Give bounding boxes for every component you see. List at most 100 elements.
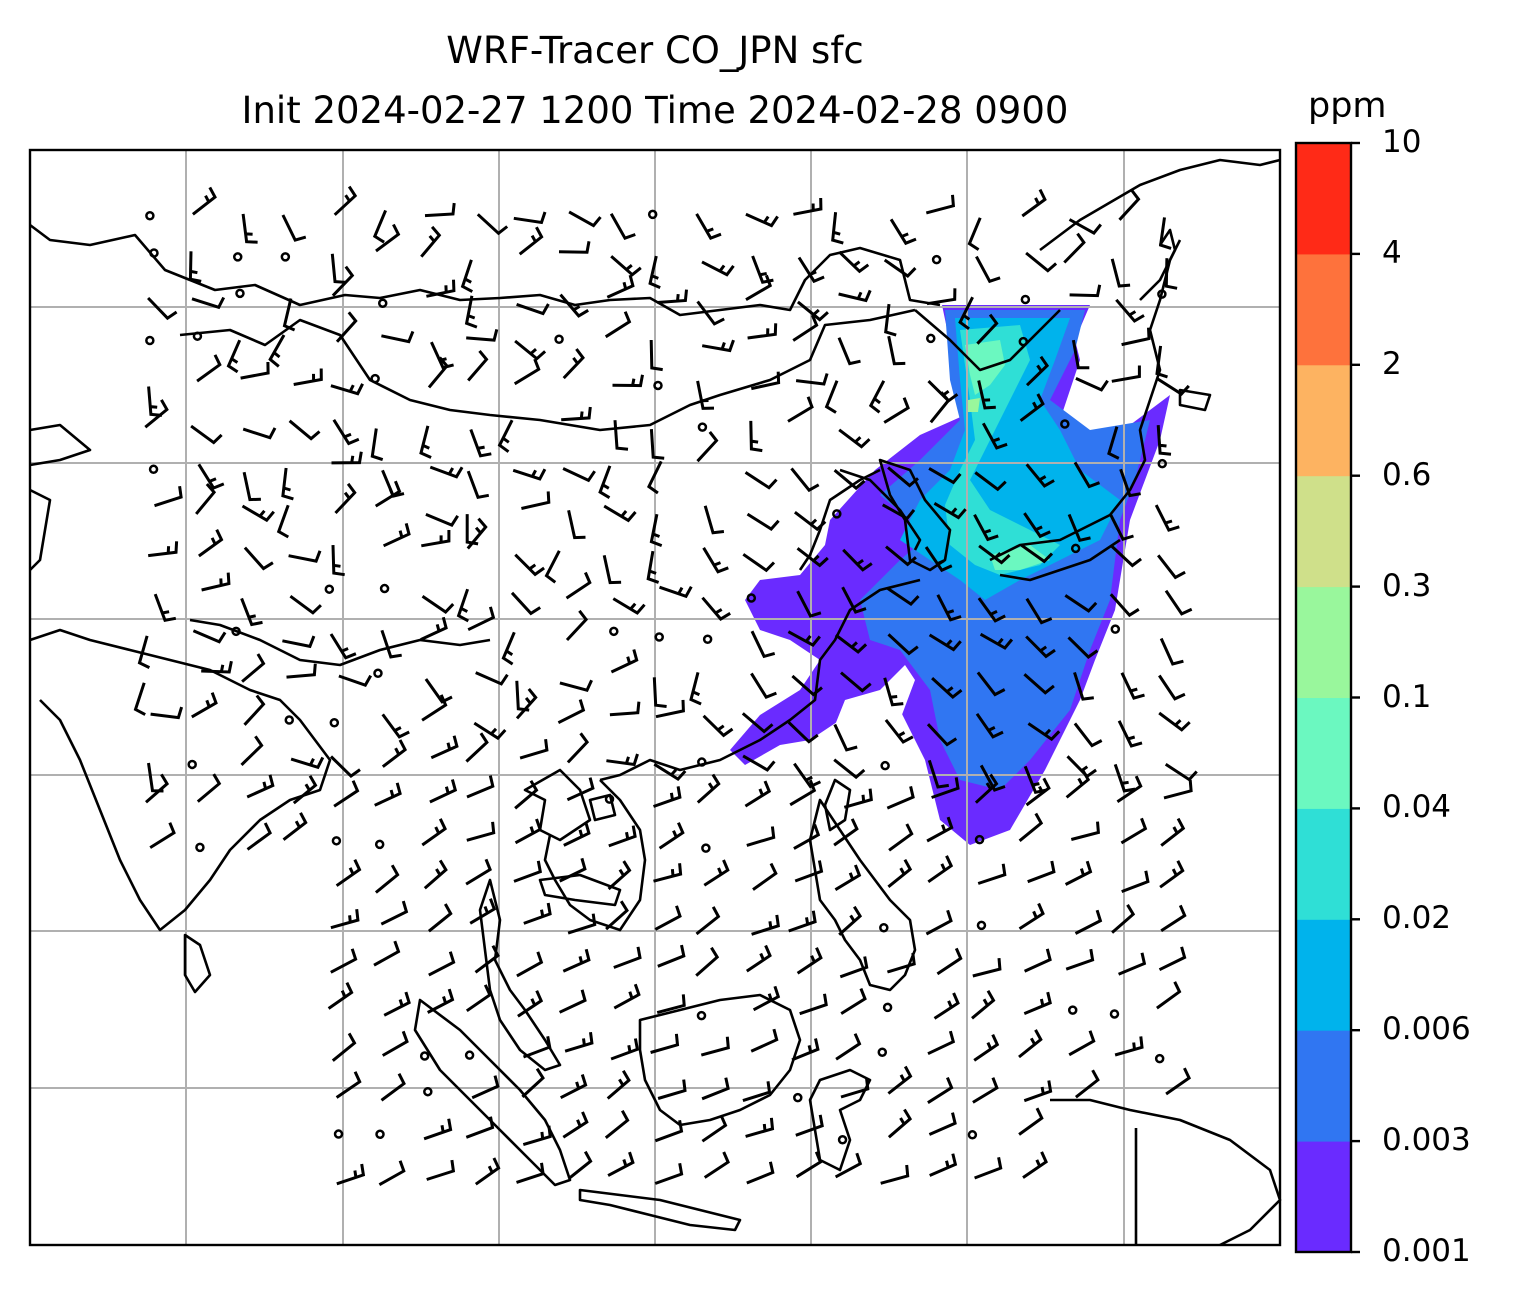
wind-barb [834, 1152, 863, 1179]
wind-barb [523, 902, 552, 925]
wind-barb [742, 1081, 772, 1103]
wind-barb [745, 1117, 775, 1138]
wind-barb [888, 823, 914, 852]
wind-barb [701, 339, 735, 353]
wind-barb [378, 1160, 406, 1187]
wind-barb [512, 468, 547, 481]
wind-barb [1158, 674, 1186, 701]
calm-wind-marker [1157, 289, 1167, 299]
colorbar-tick-label: 0.02 [1382, 900, 1452, 937]
wind-barb [137, 635, 151, 669]
wind-barb [742, 754, 776, 772]
calm-wind-marker [1154, 1053, 1165, 1064]
wind-barb [602, 554, 622, 585]
wind-barb [1065, 769, 1091, 799]
wind-barb [329, 633, 357, 660]
co-plume [730, 305, 1170, 845]
wind-barb [928, 1112, 957, 1136]
wind-barb [465, 732, 489, 763]
wind-barb [514, 339, 547, 361]
wind-barb [427, 988, 455, 1014]
wind-barb [559, 293, 589, 318]
wind-barb [1111, 365, 1141, 383]
wind-barb [289, 594, 322, 615]
wind-barb [1025, 635, 1056, 659]
wind-barb [887, 335, 906, 366]
calm-wind-marker [1157, 458, 1168, 469]
wind-barb [242, 427, 277, 440]
wind-barb [421, 594, 455, 614]
wind-barb [887, 1065, 913, 1095]
wind-barb [752, 862, 778, 891]
wind-barb [841, 586, 867, 614]
wind-barb [750, 672, 777, 700]
wind-barb [518, 226, 544, 256]
wind-barb [967, 217, 982, 251]
calm-wind-marker [324, 584, 335, 594]
wind-barb [789, 779, 817, 807]
wind-barb [1160, 904, 1187, 933]
wind-barb [562, 948, 591, 973]
wind-barb [335, 859, 362, 887]
wind-barb [979, 632, 1014, 650]
wind-barb [427, 356, 449, 389]
wind-barb [843, 788, 873, 809]
wind-barb [188, 251, 202, 283]
calm-wind-marker [1070, 543, 1081, 554]
calm-wind-marker [373, 668, 383, 679]
wind-barb [516, 951, 544, 978]
wind-barb [201, 660, 233, 674]
wind-barb [695, 906, 721, 936]
colorbar-tick-label: 0.003 [1382, 1122, 1471, 1159]
calm-wind-marker [609, 626, 619, 637]
wind-barb [881, 503, 916, 521]
wind-barb [929, 391, 951, 424]
wind-barb [886, 952, 916, 974]
wind-barb [1110, 545, 1143, 568]
wind-barb [742, 553, 776, 573]
wind-barb [562, 1111, 589, 1139]
wind-barb [381, 1030, 409, 1057]
wind-barb [1020, 543, 1054, 564]
wind-barb [1018, 902, 1045, 931]
wind-barb [419, 425, 432, 459]
colorbar-segment [1296, 1141, 1351, 1253]
wind-barb [1064, 860, 1093, 886]
calm-wind-marker [145, 210, 155, 221]
calm-wind-marker [423, 1086, 433, 1097]
wind-barb [1025, 251, 1058, 273]
wind-barb [196, 773, 222, 803]
wind-barb [936, 594, 962, 622]
wind-barb [604, 311, 632, 339]
wind-barb [884, 718, 914, 744]
calm-wind-marker [746, 593, 757, 603]
wind-barb [514, 553, 545, 577]
wind-barb [1018, 1107, 1044, 1136]
wind-barb [381, 739, 408, 768]
wind-barb [1068, 1030, 1096, 1057]
wind-barb [603, 504, 637, 523]
wind-barb [702, 714, 734, 738]
wind-barb [976, 313, 999, 345]
wind-barb [657, 1079, 687, 1100]
wind-barb [1164, 763, 1198, 782]
wind-barb [652, 677, 667, 708]
wind-barb [1156, 981, 1182, 1010]
wind-barb [327, 981, 354, 1010]
colorbar-segment [1296, 808, 1351, 920]
wind-barb [513, 860, 543, 883]
wind-barb [282, 812, 308, 841]
wind-barb [517, 990, 544, 1018]
wind-barb [958, 296, 974, 331]
wind-barb [380, 1073, 406, 1102]
wind-barb [650, 1033, 680, 1054]
wind-barb [1074, 909, 1103, 935]
wind-barb [469, 898, 497, 925]
calm-wind-marker [1060, 419, 1070, 429]
colorbar-segment [1296, 586, 1351, 698]
calm-wind-marker [419, 1051, 430, 1061]
wind-barb [133, 682, 146, 716]
wind-barb [148, 541, 179, 558]
wind-barb [824, 380, 839, 414]
wind-barb [750, 371, 781, 391]
